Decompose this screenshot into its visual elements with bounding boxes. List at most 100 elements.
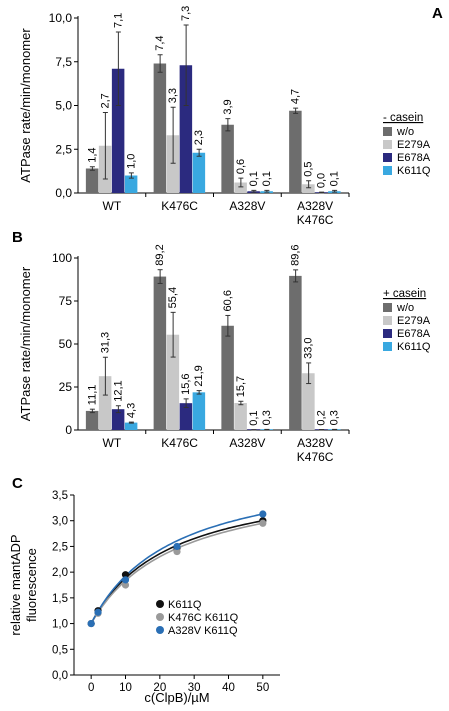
x-tick-label: K476C xyxy=(297,213,334,227)
data-label: 0,3 xyxy=(329,410,341,425)
panel-b-chart: 0 25 50 75 100 ATPase rate/min/monomer WT 11,1 3… xyxy=(18,244,431,464)
x-tick-label: K476C xyxy=(161,199,198,213)
data-label: 89,6 xyxy=(290,244,302,265)
legend-swatch xyxy=(383,316,392,325)
legend-label: K476C K611Q xyxy=(168,612,239,624)
data-label: 0,1 xyxy=(329,171,341,186)
bar-wo xyxy=(153,63,167,193)
x-tick-label: 30 xyxy=(188,682,201,694)
y-tick-label: 2,5 xyxy=(55,142,72,156)
data-label: 0,0 xyxy=(316,173,328,188)
y-tick-label: 0,0 xyxy=(52,670,68,682)
bar-k611q xyxy=(192,392,206,430)
bar-e678a xyxy=(179,403,193,430)
bar-e678a xyxy=(111,68,125,193)
legend-label: K611Q xyxy=(168,599,202,611)
data-label: 3,9 xyxy=(222,99,234,114)
y-tick-label: 25 xyxy=(59,380,73,394)
data-label: 0,5 xyxy=(303,161,315,176)
x-tick-label: 20 xyxy=(153,682,166,694)
y-tick-label: 3,0 xyxy=(52,516,68,528)
data-label: 15,7 xyxy=(235,376,247,397)
legend-label: E678A xyxy=(397,328,431,340)
bar-wo xyxy=(85,168,99,193)
bar-e279a xyxy=(166,135,180,193)
y-tick-label: 75 xyxy=(59,294,73,308)
x-tick-label: A328V xyxy=(229,436,265,450)
x-tick-label: WT xyxy=(103,199,122,213)
legend-label: w/o xyxy=(396,302,414,314)
y-tick-label: 0,5 xyxy=(52,644,68,656)
data-label: 2,3 xyxy=(193,130,205,145)
legend-label: w/o xyxy=(396,126,414,138)
legend-label: A328V K611Q xyxy=(168,625,238,637)
data-point xyxy=(173,542,181,551)
data-label: 1,0 xyxy=(125,154,137,169)
x-tick-label: 0 xyxy=(88,682,94,694)
x-tick-label: 10 xyxy=(119,682,132,694)
data-label: 3,3 xyxy=(167,88,179,103)
data-label: 0,1 xyxy=(248,171,260,186)
legend-label: E279A xyxy=(397,315,431,327)
x-tick-label: 40 xyxy=(222,682,235,694)
y-tick-label: 5,0 xyxy=(55,99,72,113)
data-label: 4,3 xyxy=(125,403,137,418)
bar-wo xyxy=(221,325,234,430)
data-label: 0,3 xyxy=(261,410,273,425)
legend-label: K611Q xyxy=(397,341,431,353)
y-tick-label: 3,5 xyxy=(52,490,68,502)
data-point xyxy=(94,608,102,616)
data-label: 1,4 xyxy=(86,147,98,162)
data-point xyxy=(173,547,181,556)
y-tick-label: 0 xyxy=(65,423,72,437)
y-tick-label: 100 xyxy=(52,251,72,265)
bar-wo xyxy=(289,275,302,430)
legend-marker xyxy=(156,600,164,608)
data-label: 0,1 xyxy=(248,410,260,425)
data-label: 4,7 xyxy=(290,89,302,104)
y-tick-label: 7,5 xyxy=(55,55,72,69)
legend-swatch xyxy=(383,166,392,175)
bar-k611q xyxy=(124,422,138,430)
bar-k611q xyxy=(124,175,138,193)
legend-swatch xyxy=(383,153,392,162)
data-label: 2,7 xyxy=(99,93,111,108)
legend-swatch xyxy=(383,303,392,312)
legend-label: K611Q xyxy=(397,165,431,177)
y-tick-label: 1,0 xyxy=(52,619,68,631)
panel-a-chart: 0,0 2,5 5,0 7,5 10,0 ATPase rate/min/monomer W… xyxy=(18,6,431,227)
data-label: 0,2 xyxy=(316,410,328,425)
legend-title: - casein xyxy=(383,112,423,124)
bar-e279a xyxy=(302,184,315,193)
fit-curve xyxy=(90,513,263,624)
bar-e279a xyxy=(166,334,180,430)
data-label: 7,4 xyxy=(154,35,166,50)
panel-letter-a: A xyxy=(432,5,443,22)
legend-swatch xyxy=(383,329,392,338)
bar-e279a xyxy=(98,376,112,430)
data-label: 21,9 xyxy=(193,365,205,386)
x-tick-label: K476C xyxy=(297,450,334,464)
legend-label: E279A xyxy=(397,139,431,151)
data-point xyxy=(121,571,130,579)
legend-swatch xyxy=(383,342,392,351)
y-axis-label: ATPase rate/min/monomer xyxy=(18,28,33,183)
legend-marker xyxy=(156,626,164,634)
x-tick-label: K476C xyxy=(161,436,198,450)
data-label: 89,2 xyxy=(154,244,166,265)
bar-wo xyxy=(153,276,167,430)
y-tick-label: 10,0 xyxy=(49,11,73,25)
bar-e279a xyxy=(302,373,315,430)
legend-label: E678A xyxy=(397,152,431,164)
y-axis-label-line-1: relative mantADP xyxy=(8,534,23,635)
x-tick-label: WT xyxy=(103,436,122,450)
data-label: 7,3 xyxy=(180,6,192,21)
data-label: 15,6 xyxy=(180,373,192,394)
data-label: 60,6 xyxy=(222,290,234,311)
data-label: 31,3 xyxy=(99,332,111,353)
bar-e279a xyxy=(234,182,247,193)
x-tick-label: 50 xyxy=(256,682,269,694)
panel-c-chart: 0,0 0,5 1,0 1,5 2,0 2,5 3,0 3,5 0 10 20 30 40 50 c(Clp… xyxy=(8,490,280,705)
x-tick-label: A328V xyxy=(229,199,265,213)
y-axis-label-line-2: fluorescence xyxy=(24,548,39,622)
